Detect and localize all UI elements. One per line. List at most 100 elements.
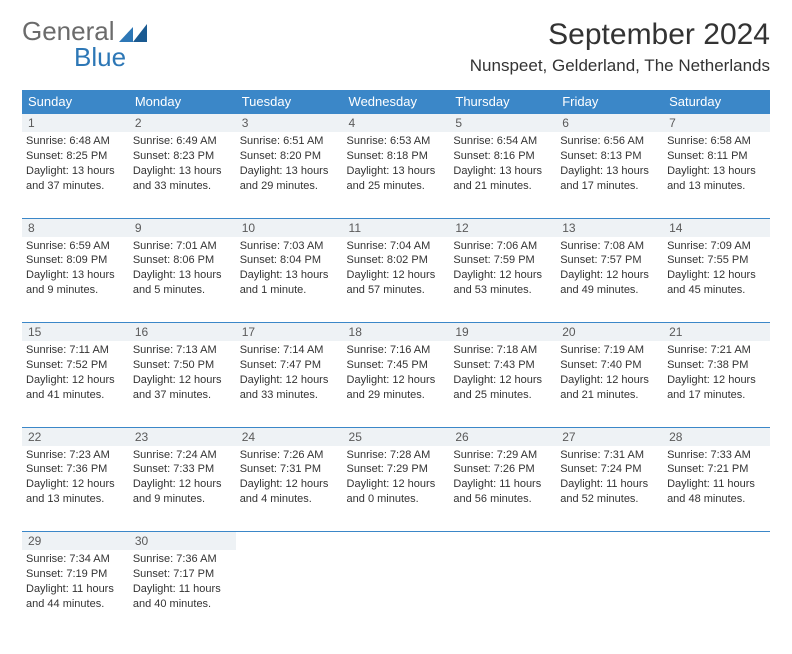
sunrise-text: Sunrise: 7:36 AM	[133, 552, 232, 567]
sunset-text: Sunset: 8:02 PM	[347, 253, 446, 268]
sunrise-text: Sunrise: 7:24 AM	[133, 448, 232, 463]
daylight-text: Daylight: 11 hours and 52 minutes.	[560, 477, 659, 507]
day-cell: Sunrise: 7:34 AMSunset: 7:19 PMDaylight:…	[22, 550, 129, 636]
sunset-text: Sunset: 7:55 PM	[667, 253, 766, 268]
sunrise-text: Sunrise: 6:58 AM	[667, 134, 766, 149]
sunrise-text: Sunrise: 7:03 AM	[240, 239, 339, 254]
empty-cell	[449, 550, 556, 636]
daynum-row: 22232425262728	[22, 427, 770, 446]
daylight-text: Daylight: 12 hours and 21 minutes.	[560, 373, 659, 403]
sunset-text: Sunset: 7:43 PM	[453, 358, 552, 373]
dayhead-wednesday: Wednesday	[343, 90, 450, 114]
daylight-text: Daylight: 11 hours and 40 minutes.	[133, 582, 232, 612]
sunset-text: Sunset: 7:17 PM	[133, 567, 232, 582]
empty-cell	[236, 550, 343, 636]
daylight-text: Daylight: 13 hours and 13 minutes.	[667, 164, 766, 194]
sunrise-text: Sunrise: 6:53 AM	[347, 134, 446, 149]
day-number: 26	[449, 427, 556, 446]
sunset-text: Sunset: 7:21 PM	[667, 462, 766, 477]
day-number: 7	[663, 114, 770, 133]
day-cell: Sunrise: 6:58 AMSunset: 8:11 PMDaylight:…	[663, 132, 770, 218]
location-text: Nunspeet, Gelderland, The Netherlands	[470, 56, 770, 76]
day-number: 13	[556, 218, 663, 237]
sunset-text: Sunset: 7:57 PM	[560, 253, 659, 268]
day-number: 24	[236, 427, 343, 446]
sunrise-text: Sunrise: 7:11 AM	[26, 343, 125, 358]
sunset-text: Sunset: 7:50 PM	[133, 358, 232, 373]
sunset-text: Sunset: 7:19 PM	[26, 567, 125, 582]
day-cell: Sunrise: 7:31 AMSunset: 7:24 PMDaylight:…	[556, 446, 663, 532]
daylight-text: Daylight: 12 hours and 9 minutes.	[133, 477, 232, 507]
day-number: 2	[129, 114, 236, 133]
sunrise-text: Sunrise: 7:08 AM	[560, 239, 659, 254]
daylight-text: Daylight: 13 hours and 25 minutes.	[347, 164, 446, 194]
sunrise-text: Sunrise: 6:51 AM	[240, 134, 339, 149]
logo: General Blue	[22, 18, 149, 70]
sunset-text: Sunset: 7:33 PM	[133, 462, 232, 477]
sunset-text: Sunset: 8:06 PM	[133, 253, 232, 268]
day-cell: Sunrise: 7:08 AMSunset: 7:57 PMDaylight:…	[556, 237, 663, 323]
empty-cell	[343, 550, 450, 636]
sunset-text: Sunset: 8:04 PM	[240, 253, 339, 268]
sunrise-text: Sunrise: 6:49 AM	[133, 134, 232, 149]
week-row: Sunrise: 7:23 AMSunset: 7:36 PMDaylight:…	[22, 446, 770, 532]
sunrise-text: Sunrise: 7:16 AM	[347, 343, 446, 358]
daylight-text: Daylight: 12 hours and 17 minutes.	[667, 373, 766, 403]
sunrise-text: Sunrise: 7:23 AM	[26, 448, 125, 463]
daylight-text: Daylight: 12 hours and 25 minutes.	[453, 373, 552, 403]
dayhead-sunday: Sunday	[22, 90, 129, 114]
week-row: Sunrise: 7:34 AMSunset: 7:19 PM Daylight:…	[22, 550, 770, 636]
day-cell: Sunrise: 7:23 AMSunset: 7:36 PMDaylight:…	[22, 446, 129, 532]
day-cell: Sunrise: 7:28 AMSunset: 7:29 PMDaylight:…	[343, 446, 450, 532]
calendar-table: Sunday Monday Tuesday Wednesday Thursday…	[22, 90, 770, 636]
day-cell: Sunrise: 7:26 AMSunset: 7:31 PMDaylight:…	[236, 446, 343, 532]
day-number: 3	[236, 114, 343, 133]
header: General Blue September 2024 Nunspeet, Ge…	[22, 18, 770, 76]
sunrise-text: Sunrise: 7:26 AM	[240, 448, 339, 463]
day-cell: Sunrise: 7:01 AMSunset: 8:06 PMDaylight:…	[129, 237, 236, 323]
sunset-text: Sunset: 7:40 PM	[560, 358, 659, 373]
day-number: 11	[343, 218, 450, 237]
title-block: September 2024 Nunspeet, Gelderland, The…	[470, 18, 770, 76]
daylight-text: Daylight: 12 hours and 13 minutes.	[26, 477, 125, 507]
day-cell: Sunrise: 7:11 AMSunset: 7:52 PMDaylight:…	[22, 341, 129, 427]
sunset-text: Sunset: 8:09 PM	[26, 253, 125, 268]
day-cell: Sunrise: 7:24 AMSunset: 7:33 PMDaylight:…	[129, 446, 236, 532]
day-number: 12	[449, 218, 556, 237]
day-number: 18	[343, 323, 450, 342]
sunset-text: Sunset: 7:59 PM	[453, 253, 552, 268]
sunrise-text: Sunrise: 7:01 AM	[133, 239, 232, 254]
day-number: 28	[663, 427, 770, 446]
sunrise-text: Sunrise: 7:14 AM	[240, 343, 339, 358]
dayhead-thursday: Thursday	[449, 90, 556, 114]
daylight-text: Daylight: 12 hours and 0 minutes.	[347, 477, 446, 507]
day-cell: Sunrise: 6:59 AMSunset: 8:09 PMDaylight:…	[22, 237, 129, 323]
day-cell: Sunrise: 7:21 AMSunset: 7:38 PMDaylight:…	[663, 341, 770, 427]
day-cell: Sunrise: 7:29 AMSunset: 7:26 PMDaylight:…	[449, 446, 556, 532]
sunset-text: Sunset: 8:25 PM	[26, 149, 125, 164]
daylight-text: Daylight: 11 hours and 48 minutes.	[667, 477, 766, 507]
week-row: Sunrise: 6:59 AMSunset: 8:09 PMDaylight:…	[22, 237, 770, 323]
logo-text-general: General	[22, 18, 115, 44]
sunrise-text: Sunrise: 7:29 AM	[453, 448, 552, 463]
day-number: 10	[236, 218, 343, 237]
day-number: 27	[556, 427, 663, 446]
day-cell: Sunrise: 7:13 AMSunset: 7:50 PMDaylight:…	[129, 341, 236, 427]
empty-daynum	[236, 532, 343, 551]
day-number: 17	[236, 323, 343, 342]
day-cell: Sunrise: 7:04 AMSunset: 8:02 PMDaylight:…	[343, 237, 450, 323]
day-number: 14	[663, 218, 770, 237]
sunrise-text: Sunrise: 7:34 AM	[26, 552, 125, 567]
sunset-text: Sunset: 7:26 PM	[453, 462, 552, 477]
sunset-text: Sunset: 7:45 PM	[347, 358, 446, 373]
sunrise-text: Sunrise: 6:48 AM	[26, 134, 125, 149]
daylight-text: Daylight: 12 hours and 33 minutes.	[240, 373, 339, 403]
day-number: 20	[556, 323, 663, 342]
dayhead-friday: Friday	[556, 90, 663, 114]
day-number: 16	[129, 323, 236, 342]
daylight-text: Daylight: 13 hours and 1 minute.	[240, 268, 339, 298]
empty-cell	[556, 550, 663, 636]
sunrise-text: Sunrise: 7:18 AM	[453, 343, 552, 358]
day-cell: Sunrise: 7:14 AMSunset: 7:47 PMDaylight:…	[236, 341, 343, 427]
dayhead-saturday: Saturday	[663, 90, 770, 114]
